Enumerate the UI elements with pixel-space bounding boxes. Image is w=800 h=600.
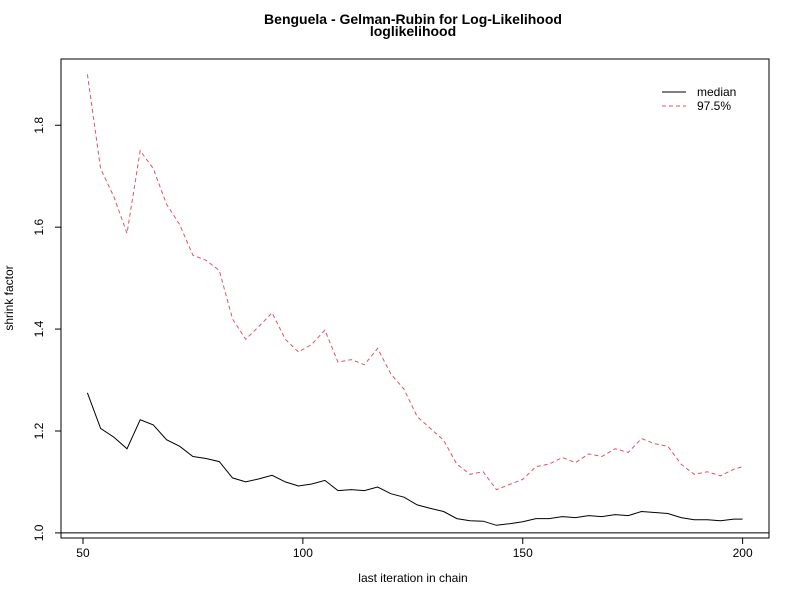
y-tick-label: 1.6 <box>32 218 46 235</box>
y-tick-label: 1.2 <box>32 422 46 439</box>
y-axis-label: shrink factor <box>2 265 16 330</box>
series-line-97-5- <box>86 74 743 491</box>
series-group <box>86 74 743 526</box>
legend-label: 97.5% <box>697 99 731 113</box>
chart-subtitle: loglikelihood <box>370 23 456 39</box>
chart-title: Benguela - Gelman-Rubin for Log-Likeliho… <box>264 11 562 27</box>
x-axis: 50 100 150 200 <box>76 537 753 560</box>
y-tick-label: 1.4 <box>32 320 46 337</box>
plot-frame <box>60 58 770 539</box>
x-tick-label: 150 <box>513 546 533 560</box>
x-tick-label: 200 <box>733 546 753 560</box>
x-axis-label: last iteration in chain <box>358 571 467 585</box>
x-tick-label: 50 <box>76 546 90 560</box>
series-line-median <box>86 392 743 526</box>
legend-label: median <box>697 85 736 99</box>
x-tick-label: 100 <box>293 546 313 560</box>
y-tick-label: 1.8 <box>32 117 46 134</box>
y-tick-label: 1.0 <box>32 524 46 541</box>
y-axis: 1.0 1.2 1.4 1.6 1.8 <box>32 117 62 541</box>
